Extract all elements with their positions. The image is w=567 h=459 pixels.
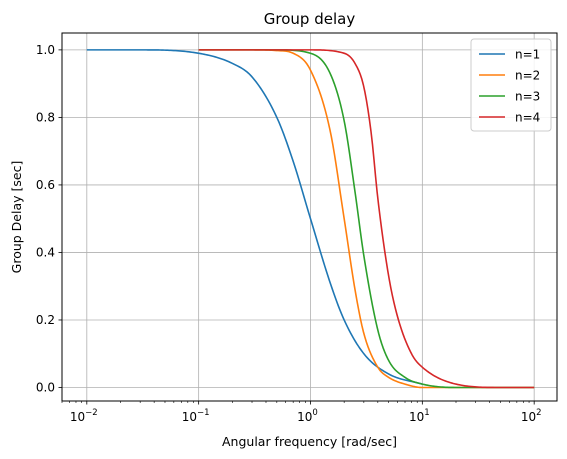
legend-label: n=4 (515, 110, 540, 124)
series-line-n=1 (86, 49, 423, 385)
x-tick-label-exponent: 1 (424, 408, 429, 418)
legend: n=1 n=2 n=3 n=4 (470, 38, 552, 132)
plot-frame (61, 32, 558, 402)
y-axis-label: Group Delay [sec] (9, 161, 24, 274)
y-tick-label: 1.0 (36, 43, 55, 57)
series-lines (86, 49, 535, 389)
y-tick-label: 0.0 (36, 381, 55, 395)
x-tick-label-exponent: −1 (197, 408, 210, 418)
y-tick-label: 0.8 (36, 111, 55, 125)
legend-label: n=1 (515, 47, 540, 61)
legend-label: n=2 (515, 68, 540, 82)
x-tick-label-exponent: −2 (85, 408, 98, 418)
x-axis-label: Angular frequency [rad/sec] (222, 434, 397, 449)
legend-label: n=3 (515, 89, 540, 103)
y-tick-label: 0.6 (36, 178, 55, 192)
y-tick-label: 0.2 (36, 313, 55, 327)
x-tick-label-exponent: 0 (312, 408, 317, 418)
series-line-n=4 (198, 49, 535, 389)
y-tick-label: 0.4 (36, 246, 55, 260)
x-tick-label-exponent: 2 (536, 408, 541, 418)
chart-title: Group delay (264, 10, 356, 28)
legend-box (470, 38, 552, 132)
